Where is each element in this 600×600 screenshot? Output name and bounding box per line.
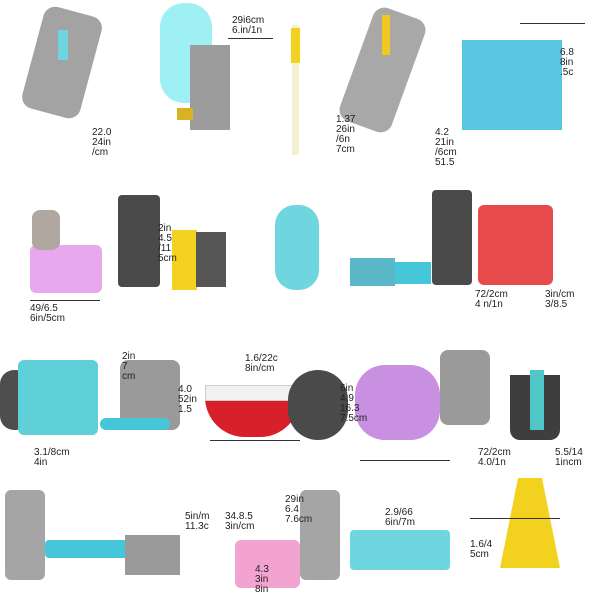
dimension-label: 49/6.5 6in/5cm [30, 303, 66, 324]
red-bucket [478, 205, 553, 285]
dustpan-purple [30, 245, 102, 293]
broom-brush [350, 258, 395, 286]
dustpan-gray-cyan [18, 360, 98, 435]
dimension-label: 4.2 21in /6cm 51.5 [435, 127, 457, 168]
dimension-label: 6in 4.9 16.3 7.5cm [340, 383, 368, 424]
trash-bin [118, 195, 160, 287]
dimension-label: 3.1/8cm 4in [34, 447, 70, 468]
mop-handle-2 [382, 15, 390, 55]
dimension-label: 1.6/22c 8in/cm [245, 353, 278, 374]
broom-handle [291, 28, 300, 63]
cyan-bottle-small [530, 370, 544, 430]
gray-spray [5, 490, 45, 580]
cloth-blue [462, 40, 562, 130]
yellow-wet-floor-sign [500, 478, 560, 568]
pink-sponge [235, 540, 300, 588]
dimension-line [210, 440, 300, 441]
gray-bucket [125, 535, 180, 575]
dimension-line [228, 38, 273, 39]
gray-spray-2 [300, 490, 340, 580]
dimension-label: 5in/m 11.3c [185, 511, 210, 532]
dimension-label: 1.37 26in /6n 7cm [336, 114, 356, 155]
dimension-line [520, 23, 585, 24]
dimension-label: 1.6/4 5cm [470, 539, 493, 560]
cyan-mop-head [275, 205, 319, 290]
dimension-line [30, 300, 100, 301]
dimension-label: 22.0 24in /cm [92, 127, 112, 158]
dimension-label: 29in 6.4 7.6cm [285, 494, 313, 525]
dimension-label: 3in/cm 3/8.5 [545, 289, 575, 310]
gray-dustpan-2 [440, 350, 490, 425]
dimension-label: 72/2cm 4 n/1n [475, 289, 508, 310]
bowl-red [205, 395, 300, 437]
cyan-handle [100, 418, 170, 430]
cyan-brush-2 [350, 530, 450, 570]
dimension-label: 72/2cm 4.0/1n [478, 447, 511, 468]
dimension-label: 4.0 52in 1.5 [178, 384, 197, 415]
dimension-label: 34.8.5 3in/cm [225, 511, 255, 532]
mop-gray [19, 4, 105, 121]
dimension-label: 6.8 8in .5c [560, 47, 574, 78]
dustpan-cyan [395, 262, 431, 284]
dimension-line [470, 518, 560, 519]
dimension-label: 4.3 3in 8in [255, 564, 269, 595]
bucket [190, 45, 230, 130]
dark-round [288, 370, 348, 440]
dimension-label: 29i6cm 6.in/1n [232, 15, 265, 36]
bucket-label [177, 108, 193, 120]
dimension-label: 2in 7 cm [122, 351, 136, 382]
yellow-cart [172, 230, 197, 290]
dimension-label: 2in 4.5 /11 5cm [158, 223, 177, 264]
dimension-label: 2.9/66 6in/7m [385, 507, 416, 528]
purple-dustpan [355, 365, 440, 440]
mop-accent [58, 30, 68, 60]
dimension-label: 5.5/14 1incm [555, 447, 583, 468]
trash-bin-2 [432, 190, 472, 285]
broom-stick [292, 25, 299, 155]
dimension-line [360, 460, 450, 461]
mop-rope [32, 210, 60, 250]
dark-caddy [196, 232, 226, 287]
